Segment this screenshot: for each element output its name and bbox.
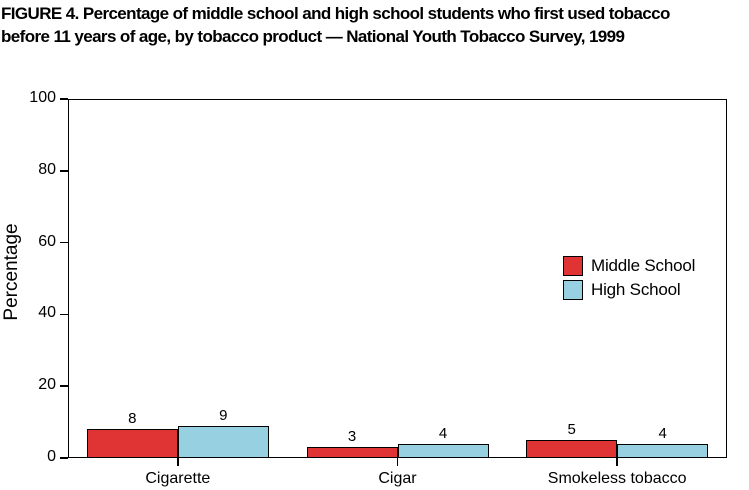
bar-middle-school-cigar: [306, 447, 398, 458]
bar-value-label: 4: [438, 424, 448, 442]
bar-value-label: 5: [567, 421, 576, 439]
x-tick: [177, 458, 179, 466]
legend-swatch-high-school: [563, 280, 583, 300]
y-tick: [60, 98, 68, 100]
y-tick-label: 100: [29, 89, 56, 106]
bar-value-label: 9: [219, 406, 228, 424]
bar-middle-school-smokeless-tobacco: [526, 440, 618, 458]
bar-high-school-cigar: [397, 443, 489, 458]
legend-label: High School: [591, 280, 681, 299]
bar-high-school-smokeless-tobacco: [617, 443, 709, 458]
legend-row-middle-school: Middle School: [563, 256, 695, 276]
bar-value-label: 4: [658, 424, 667, 442]
x-tick: [396, 458, 399, 466]
bar-middle-school-cigarette: [86, 429, 178, 458]
figure-title-line1: FIGURE 4. Percentage of middle school an…: [1, 4, 670, 23]
y-tick: [60, 313, 68, 316]
bar-value-label: 8: [128, 410, 137, 428]
y-tick-label: 20: [38, 376, 56, 394]
x-category-label: Cigarette: [145, 470, 211, 487]
y-tick: [60, 241, 68, 244]
figure-title-line2: before 11 years of age, by tobacco produ…: [1, 27, 625, 46]
legend: Middle School High School: [563, 256, 695, 304]
y-tick: [60, 457, 68, 459]
figure-title: FIGURE 4. Percentage of middle school an…: [1, 2, 670, 48]
y-tick-label: 60: [38, 232, 56, 250]
y-tick-label: 40: [38, 304, 56, 322]
y-axis-title: Percentage: [1, 223, 22, 321]
y-tick-label: 0: [47, 448, 56, 465]
y-tick: [60, 385, 68, 387]
x-category-label: Smokeless tobacco: [547, 470, 687, 487]
legend-swatch-middle-school: [563, 256, 583, 276]
x-category-label: Cigar: [378, 470, 417, 487]
y-tick-label: 80: [38, 160, 56, 178]
legend-label: Middle School: [591, 256, 696, 275]
legend-row-high-school: High School: [563, 280, 695, 300]
bar-value-label: 3: [347, 428, 357, 446]
bar-high-school-cigarette: [177, 425, 269, 458]
x-tick: [616, 458, 618, 466]
y-tick: [60, 170, 68, 172]
